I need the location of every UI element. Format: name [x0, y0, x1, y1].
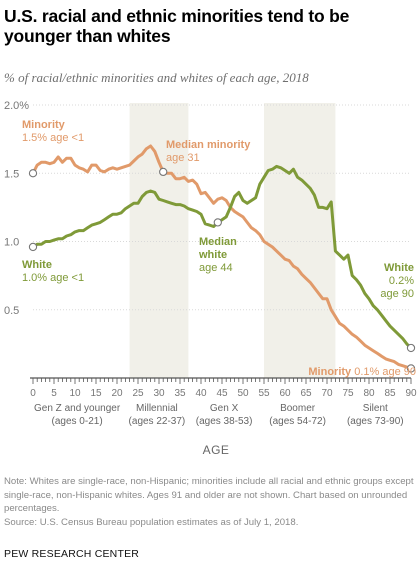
x-tick-label: 45	[216, 388, 228, 399]
source-text: Source: U.S. Census Bureau population es…	[4, 516, 299, 528]
data-marker-minority	[406, 364, 416, 373]
annotation-minority: Minority 0.1% age 90	[308, 366, 416, 378]
generation-range-label: (ages 54-72)	[269, 416, 326, 427]
generation-label: Silent	[363, 403, 388, 414]
data-marker-white	[213, 218, 222, 227]
generation-label: Gen Z and younger	[34, 403, 121, 414]
data-marker-white	[28, 242, 38, 252]
data-marker-minority	[159, 167, 168, 177]
x-tick-label: 55	[258, 388, 270, 399]
generation-band-boomer	[264, 103, 336, 378]
series-line-white	[31, 164, 413, 350]
generation-band-millennial	[129, 103, 189, 378]
data-marker-minority	[28, 169, 38, 178]
x-tick-label: 50	[237, 388, 249, 399]
generation-range-label: (ages 73-90)	[347, 416, 404, 427]
x-axis-title: AGE	[203, 443, 230, 457]
annotation-minority: age 31	[166, 152, 200, 164]
x-tick-label: 85	[384, 388, 396, 399]
chart-notes: Note: Whites are single-race, non-Hispan…	[4, 475, 416, 529]
x-tick-label: 75	[342, 388, 354, 399]
annotation-minority: 1.5% age <1	[22, 132, 84, 144]
generation-label: Boomer	[280, 403, 316, 414]
line-chart: 0.5 1.0 1.5 2.0% 0 5 10 15 20 25 30 35 40 45 50 55 60 65 7…	[4, 100, 417, 457]
annotation-white: White	[384, 262, 414, 274]
x-tick-label: 5	[51, 388, 57, 399]
x-tick-label: 60	[279, 388, 291, 399]
generation-label: Gen X	[210, 403, 239, 414]
x-tick-label: 80	[363, 388, 375, 399]
annotation-white: 1.0% age <1	[22, 272, 84, 284]
data-marker-white	[406, 343, 416, 353]
chart-title: U.S. racial and ethnic minorities tend t…	[4, 6, 350, 46]
x-tick-label: 65	[300, 388, 312, 399]
x-tick-label: 0	[30, 388, 36, 399]
annotation-white: age 90	[380, 288, 414, 300]
y-tick-label: 1.5	[4, 168, 19, 180]
x-tick-label: 20	[111, 388, 123, 399]
x-tick-label: 70	[321, 388, 333, 399]
chart-subtitle: % of racial/ethnic minorities and whites…	[4, 70, 309, 85]
note-text: Note: Whites are single-race, non-Hispan…	[4, 476, 414, 514]
y-tick-label: 1.0	[4, 237, 19, 249]
annotation-minority: Minority	[22, 119, 66, 131]
annotation-white: Median	[199, 236, 237, 248]
annotation-white: White	[22, 259, 52, 271]
annotation-minority: Median minority	[166, 139, 251, 151]
x-tick-label: 90	[405, 388, 417, 399]
x-tick-label: 15	[90, 388, 102, 399]
generation-label: Millennial	[136, 403, 178, 414]
x-tick-label: 25	[132, 388, 144, 399]
annotation-white: white	[198, 249, 227, 261]
generation-range-label: (ages 38-53)	[196, 416, 253, 427]
y-tick-label: 2.0%	[4, 100, 29, 112]
generation-range-label: (ages 22-37)	[129, 416, 186, 427]
x-tick-label: 10	[69, 388, 81, 399]
series-line-minority	[31, 144, 413, 370]
y-tick-label: 0.5	[4, 305, 19, 317]
x-tick-label: 35	[174, 388, 186, 399]
generation-range-label: (ages 0-21)	[52, 416, 103, 427]
annotation-white: age 44	[199, 262, 233, 274]
x-tick-label: 40	[195, 388, 207, 399]
x-tick-label: 30	[153, 388, 165, 399]
footer-brand: PEW RESEARCH CENTER	[4, 548, 140, 560]
annotation-white: 0.2%	[389, 275, 414, 287]
